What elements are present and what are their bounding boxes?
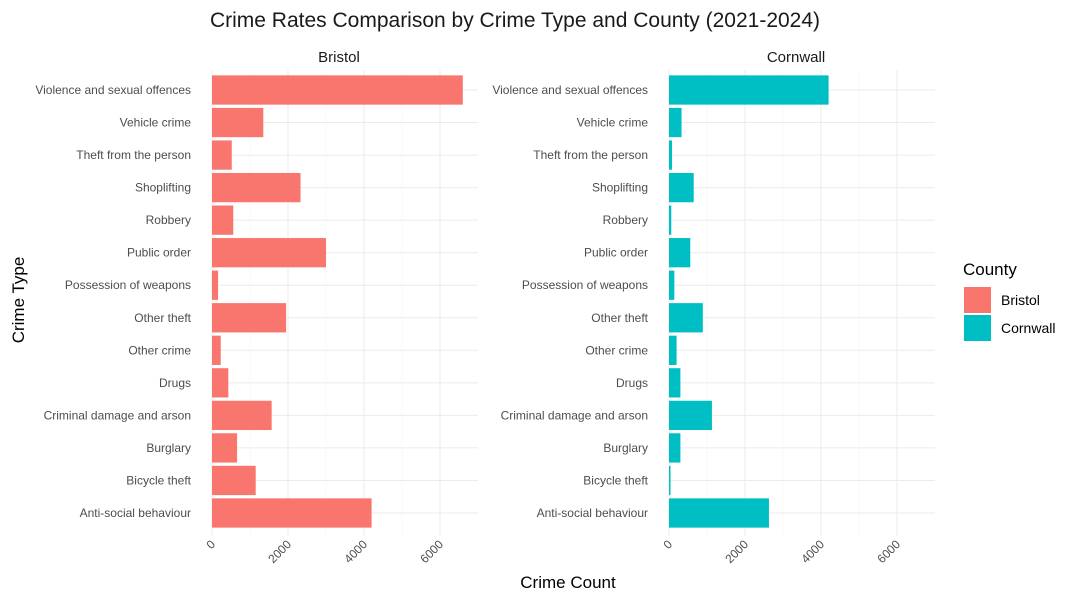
legend-key xyxy=(964,315,991,341)
y-tick-label: Bicycle theft xyxy=(126,473,191,487)
y-tick-label: Criminal damage and arson xyxy=(44,408,191,422)
y-tick-label: Anti-social behaviour xyxy=(80,506,191,520)
bar xyxy=(212,335,221,365)
y-tick-label: Other theft xyxy=(591,311,648,325)
y-tick-label: Robbery xyxy=(603,213,648,227)
facet-label: Bristol xyxy=(318,49,360,66)
y-tick-label: Burglary xyxy=(146,441,191,455)
y-tick-label: Drugs xyxy=(159,376,191,390)
facet-label: Cornwall xyxy=(767,49,825,66)
chart-title: Crime Rates Comparison by Crime Type and… xyxy=(210,9,820,32)
bar xyxy=(669,140,673,170)
y-tick-label: Vehicle crime xyxy=(120,116,192,130)
bar xyxy=(669,465,671,496)
x-tick-label: 4000 xyxy=(341,537,370,566)
x-tick-label: 6000 xyxy=(417,537,446,566)
bar xyxy=(212,498,372,528)
bar xyxy=(669,303,703,333)
x-axis-title: Crime Count xyxy=(520,573,616,592)
bar xyxy=(212,465,256,496)
bar xyxy=(212,400,272,431)
y-tick-label: Robbery xyxy=(146,213,191,227)
x-tick-label: 0 xyxy=(660,537,675,552)
y-tick-label: Bicycle theft xyxy=(583,473,648,487)
bar xyxy=(669,75,829,105)
bar xyxy=(212,238,326,268)
legend-title: County xyxy=(963,260,1017,279)
y-tick-label: Public order xyxy=(584,246,648,260)
y-tick-label: Shoplifting xyxy=(592,181,648,195)
bar xyxy=(669,107,682,138)
x-tick-label: 6000 xyxy=(874,537,903,566)
bar xyxy=(212,368,229,398)
x-tick-label: 2000 xyxy=(722,537,751,566)
y-axis-title: Crime Type xyxy=(9,257,28,344)
bar xyxy=(669,498,769,528)
y-tick-label: Anti-social behaviour xyxy=(537,506,648,520)
legend-label: Cornwall xyxy=(1001,320,1055,336)
y-tick-label: Burglary xyxy=(603,441,648,455)
bar xyxy=(212,205,234,235)
y-tick-label: Violence and sexual offences xyxy=(35,83,191,97)
bar xyxy=(212,107,264,138)
y-tick-label: Shoplifting xyxy=(135,181,191,195)
y-tick-label: Other crime xyxy=(585,343,648,357)
bar xyxy=(669,335,677,365)
bar xyxy=(669,238,691,268)
x-tick-label: 2000 xyxy=(265,537,294,566)
y-tick-label: Possession of weapons xyxy=(65,278,191,292)
legend-key xyxy=(964,287,991,313)
bar xyxy=(669,368,681,398)
bar xyxy=(212,172,301,203)
bar xyxy=(212,140,232,170)
y-tick-label: Theft from the person xyxy=(76,148,191,162)
legend-label: Bristol xyxy=(1001,292,1040,308)
bar xyxy=(212,75,463,105)
bar xyxy=(212,303,287,333)
x-tick-label: 0 xyxy=(203,537,218,552)
y-tick-label: Public order xyxy=(127,246,191,260)
panel-cornwall: Cornwall Violence and sexual offences Vehi… xyxy=(492,49,935,566)
legend: County Bristol Cornwall xyxy=(963,260,1055,341)
y-tick-label: Criminal damage and arson xyxy=(501,408,648,422)
bar xyxy=(669,400,712,431)
y-tick-label: Other theft xyxy=(134,311,191,325)
x-tick-label: 4000 xyxy=(798,537,827,566)
y-tick-label: Possession of weapons xyxy=(522,278,648,292)
y-tick-label: Vehicle crime xyxy=(577,116,649,130)
bar xyxy=(669,172,694,203)
bar xyxy=(669,205,672,235)
y-tick-label: Other crime xyxy=(128,343,191,357)
bar xyxy=(212,270,219,300)
panel-bristol: Bristol Violence and sexual offences Vehic… xyxy=(35,49,478,566)
y-tick-label: Theft from the person xyxy=(533,148,648,162)
bar xyxy=(669,270,675,300)
bar xyxy=(669,433,681,463)
y-tick-label: Violence and sexual offences xyxy=(492,83,648,97)
y-tick-label: Drugs xyxy=(616,376,648,390)
bar xyxy=(212,433,238,463)
chart-panels: Bristol Violence and sexual offences Vehic… xyxy=(35,49,935,566)
